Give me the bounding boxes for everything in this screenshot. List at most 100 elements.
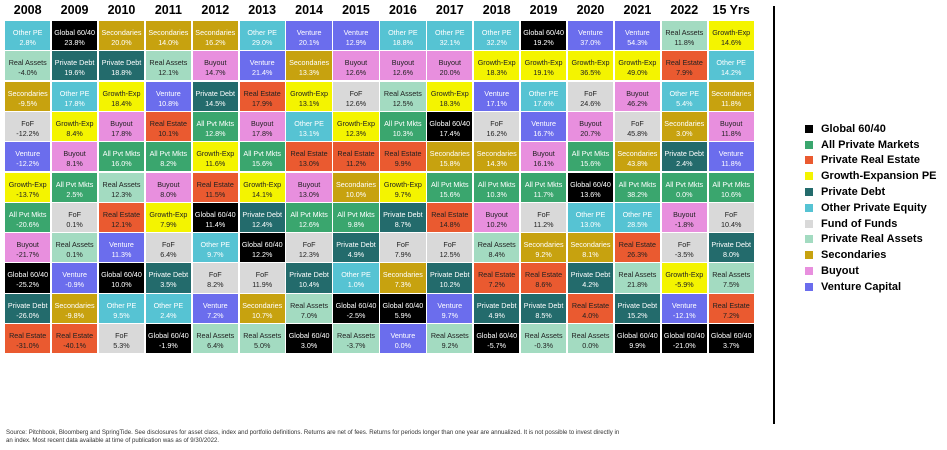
cell-return-value: 16.1% [533,159,554,169]
cell-return-value: 1.0% [347,280,365,290]
cell-category-label: Global 60/40 [54,28,95,37]
cell-category-label: FoF [584,88,597,98]
cell-return-value: 8.4% [488,250,505,260]
cell-return-value: 19.2% [533,38,554,47]
quilt-cell: Real Assets 0.0% [567,324,614,354]
returns-quilt-chart: 2008 2009 2010 2011 2012 2013 2014 2015 2016 2017… [5,3,754,354]
cell-category-label: Secondaries [711,88,752,98]
cell-return-value: 16.0% [111,159,132,169]
legend-label: Venture Capital [821,280,902,293]
cell-category-label: All Pvt Mkts [55,179,94,189]
legend-swatch [805,156,813,165]
quilt-cell: Private Debt 10.4% [286,263,332,293]
quilt-cell: Global 60/40 23.8% [51,21,98,51]
quilt-cell: Real Estate 7.9% [661,51,707,81]
cell-return-value: 11.8% [674,38,695,47]
cell-category-label: Growth-Exp [665,270,704,280]
cell-category-label: FoF [724,209,738,219]
cell-category-label: Real Estate [290,149,328,159]
cell-category-label: FoF [68,209,81,219]
quilt-cell: Growth-Exp 14.1% [239,172,285,202]
quilt-cell: Real Assets 12.5% [380,81,426,111]
cell-return-value: 14.1% [252,189,273,199]
cell-return-value: 2.4% [676,159,693,169]
cell-return-value: 14.3% [486,159,507,169]
cell-category-label: Secondaries [336,179,376,189]
cell-return-value: 5.0% [254,341,271,350]
cell-category-label: Secondaries [617,149,658,159]
legend-item: All Private Markets [805,137,937,153]
cell-return-value: -31.0% [16,341,40,350]
cell-category-label: FoF [349,88,363,98]
cell-return-value: 4.2% [582,280,599,290]
cell-return-value: 10.6% [721,189,742,199]
cell-category-label: Global 60/40 [617,331,658,340]
cell-return-value: 10.4% [721,219,742,229]
quilt-cell: Other PE 5.4% [661,81,707,111]
quilt-cell: Other PE 29.0% [239,21,285,51]
quilt-cell: Private Debt 4.9% [333,233,379,263]
quilt-cell: Venture -12.1% [661,293,707,323]
cell-return-value: 12.5% [439,250,460,260]
quilt-cell: Real Estate 9.9% [380,142,426,172]
quilt-cell: Venture 20.1% [286,21,332,51]
cell-return-value: -3.5% [674,250,694,260]
quilt-cell: Venture -0.9% [51,263,98,293]
cell-category-label: Private Debt [430,270,470,280]
cell-category-label: Real Estate [665,58,703,68]
footnote-line-2: an index. Most recent data available at … [6,437,220,444]
quilt-cell: Venture 17.1% [474,81,520,111]
cell-category-label: Secondaries [382,270,423,280]
cell-category-label: FoF [677,240,691,250]
cell-category-label: Real Estate [56,331,94,340]
quilt-cell: Real Estate 7.2% [708,293,754,323]
cell-return-value: 12.3% [111,189,132,199]
quilt-cell: Venture 7.2% [192,293,238,323]
cell-return-value: -21.7% [16,250,40,260]
cell-category-label: Venture [578,28,603,37]
cell-category-label: Secondaries [148,28,189,37]
cell-return-value: 8.1% [66,159,83,169]
quilt-cell: Buyout -1.8% [661,202,707,232]
quilt-cell: Growth-Exp 18.3% [427,81,473,111]
cell-return-value: 7.0% [300,310,318,320]
cell-category-label: All Pvt Mkts [290,209,328,219]
cell-return-value: 9.9% [394,159,412,169]
quilt-cell: Growth-Exp -5.9% [661,263,707,293]
year-header: 2017 [435,3,464,17]
cell-category-label: Growth-Exp [524,58,563,68]
cell-category-label: Global 60/40 [7,270,49,280]
quilt-cell: Growth-Exp 12.3% [333,111,379,142]
quilt-cell: Venture 10.8% [145,81,192,111]
cell-category-label: Other PE [341,270,371,280]
quilt-cell: Real Assets 8.4% [474,233,520,263]
quilt-cell: Global 60/40 -5.7% [474,324,520,354]
cell-return-value: 18.3% [439,98,460,108]
year-header: 2018 [482,3,511,17]
quilt-cell: Global 60/40 -1.9% [145,324,192,354]
cell-category-label: Venture [671,300,697,310]
cell-category-label: Growth-Exp [477,58,516,68]
legend-item: Global 60/40 [805,121,937,137]
cell-category-label: Real Assets [477,240,516,250]
cell-return-value: -21.0% [672,341,696,350]
quilt-cell: Global 60/40 11.4% [192,202,238,232]
cell-category-label: Buyout [391,58,415,68]
cell-category-label: Global 60/40 [101,270,142,280]
quilt-cell: Other PE 2.4% [145,293,192,323]
cell-category-label: Buyout [63,149,86,159]
cell-return-value: 10.3% [486,189,507,199]
quilt-cell: FoF 6.4% [145,233,192,263]
quilt-cell: Secondaries 13.3% [286,51,332,81]
quilt-cell: Buyout 12.6% [333,51,379,81]
quilt-cell: All Pvt Mkts 0.0% [661,172,707,202]
cell-category-label: Private Debt [570,270,611,280]
quilt-cell: Real Assets -3.7% [333,324,379,354]
cell-category-label: Other PE [575,209,606,219]
quilt-cell: Global 60/40 3.0% [286,324,332,354]
quilt-cell: Private Debt 15.2% [614,293,661,323]
quilt-cell: Real Assets -0.3% [520,324,567,354]
cell-return-value: 2.4% [160,310,177,320]
cell-return-value: -12.2% [16,128,40,138]
cell-return-value: 8.4% [66,128,83,138]
